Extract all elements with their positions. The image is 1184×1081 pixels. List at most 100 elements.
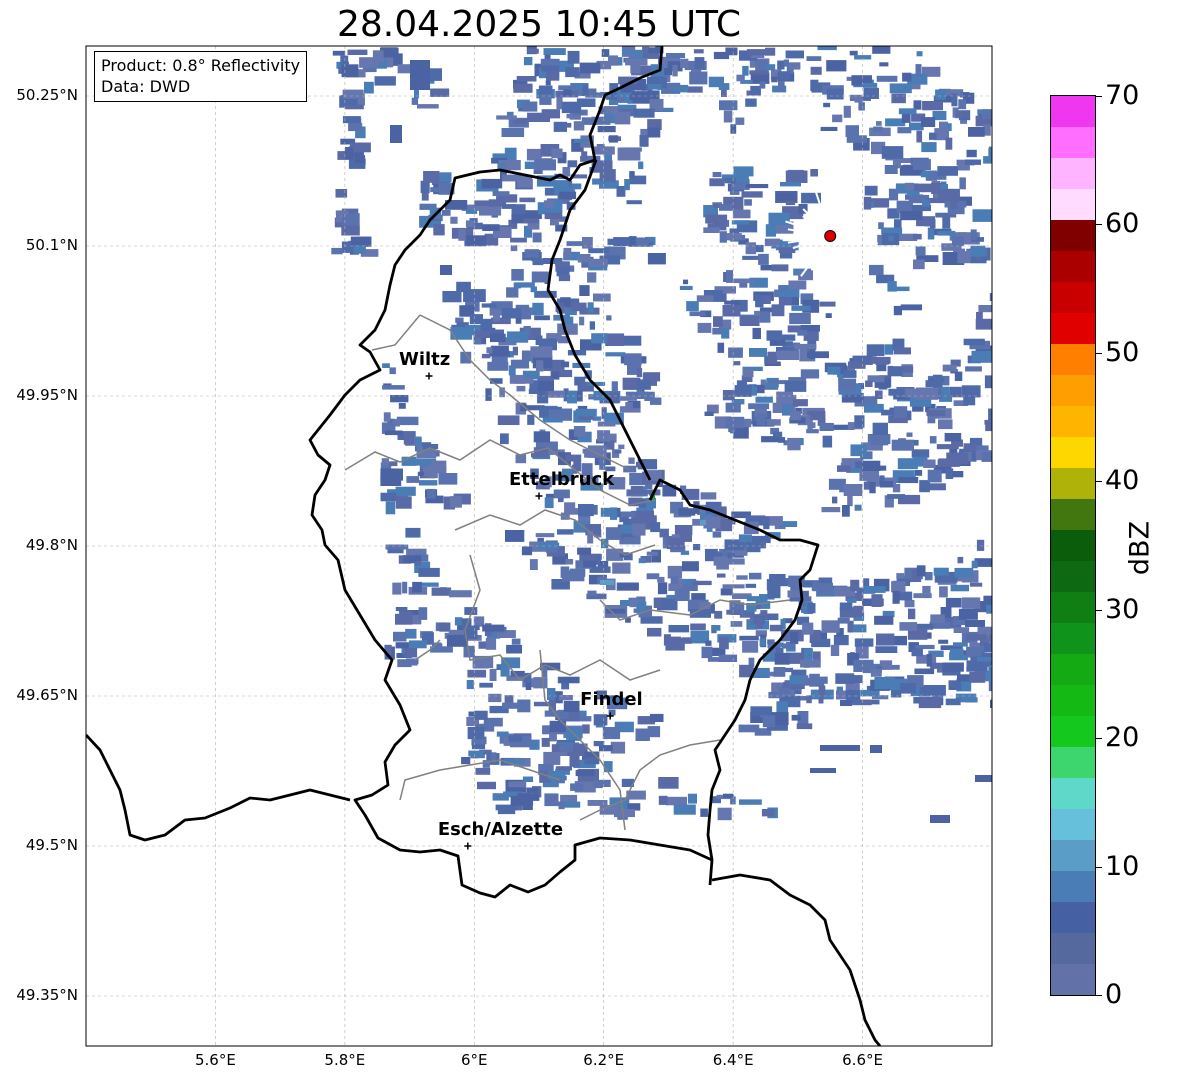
radar-echo xyxy=(860,689,880,697)
radar-echo xyxy=(561,101,582,114)
radar-echo xyxy=(438,182,454,195)
radar-echo xyxy=(587,590,597,597)
radar-echo xyxy=(846,468,862,473)
radar-echo xyxy=(765,224,776,237)
radar-echo xyxy=(533,169,543,174)
radar-echo xyxy=(944,433,962,442)
radar-echo xyxy=(508,365,516,376)
radar-echo xyxy=(948,207,965,215)
radar-echo xyxy=(935,89,946,100)
radar-echo xyxy=(807,351,829,359)
radar-echo xyxy=(915,246,926,256)
colorbar-segment xyxy=(1051,436,1095,468)
radar-echo xyxy=(775,241,799,251)
radar-echo xyxy=(687,86,703,93)
radar-echo xyxy=(773,667,786,677)
radar-echo xyxy=(770,427,780,435)
radar-echo xyxy=(785,652,806,664)
radar-echo xyxy=(597,430,611,442)
radar-echo xyxy=(332,50,346,56)
radar-echo xyxy=(387,418,395,423)
radar-echo xyxy=(599,255,621,265)
canton-border xyxy=(344,439,656,506)
radar-echo xyxy=(547,664,560,669)
radar-spoke xyxy=(829,235,855,269)
radar-echo xyxy=(455,317,464,323)
radar-echo xyxy=(626,790,646,800)
radar-echo xyxy=(627,803,641,811)
radar-echo xyxy=(636,601,647,614)
radar-echo xyxy=(524,225,533,238)
radar-echo xyxy=(533,447,549,457)
radar-echo xyxy=(897,458,918,470)
colorbar-segment xyxy=(1051,157,1095,189)
colorbar-segment xyxy=(1051,219,1095,251)
radar-echo xyxy=(474,335,482,345)
radar-echo xyxy=(755,618,763,629)
radar-echo xyxy=(789,675,809,685)
radar-echo xyxy=(508,735,523,742)
colorbar-segment xyxy=(1051,839,1095,871)
radar-echo xyxy=(705,640,712,646)
radar-echo xyxy=(647,83,662,90)
radar-echo xyxy=(798,204,808,214)
radar-echo xyxy=(574,376,586,386)
radar-echo xyxy=(603,440,615,450)
colorbar-segment xyxy=(1051,281,1095,313)
radar-echo xyxy=(941,243,962,251)
radar-echo xyxy=(390,395,409,403)
radar-echo xyxy=(341,241,357,253)
radar-echo xyxy=(893,347,911,355)
radar-echo xyxy=(940,184,948,193)
radar-echo xyxy=(887,494,906,499)
radar-echo xyxy=(582,237,593,249)
radar-echo xyxy=(521,546,533,556)
radar-echo xyxy=(707,657,729,662)
radar-echo xyxy=(810,79,819,91)
radar-echo xyxy=(683,279,689,285)
radar-echo xyxy=(992,655,1013,667)
lon-tick-label: 5.8°E xyxy=(324,1051,366,1069)
radar-echo xyxy=(984,375,992,389)
radar-echo xyxy=(636,461,642,468)
radar-echo xyxy=(915,387,939,400)
radar-echo xyxy=(604,151,612,162)
radar-echo xyxy=(927,469,942,483)
radar-echo xyxy=(342,116,361,124)
radar-echo xyxy=(414,554,429,562)
radar-echo xyxy=(739,315,760,326)
radar-echo xyxy=(496,196,507,207)
radar-echo xyxy=(866,198,890,208)
radar-echo xyxy=(845,689,861,703)
radar-echo xyxy=(764,64,776,71)
radar-echo xyxy=(911,204,931,212)
radar-echo xyxy=(938,419,953,430)
radar-echo xyxy=(567,160,578,168)
radar-echo xyxy=(724,300,740,305)
radar-echo xyxy=(674,590,690,601)
radar-echo xyxy=(994,342,1000,347)
radar-echo xyxy=(884,165,898,174)
radar-echo xyxy=(547,770,566,781)
colorbar-label: dBZ xyxy=(1124,520,1156,576)
radar-echo xyxy=(797,711,809,724)
radar-echo xyxy=(879,62,889,67)
radar-echo xyxy=(823,102,831,108)
radar-echo xyxy=(679,531,692,542)
radar-echo xyxy=(725,416,745,429)
radar-echo xyxy=(879,475,885,485)
radar-echo xyxy=(759,307,777,313)
radar-echo xyxy=(954,567,974,578)
radar-echo xyxy=(344,105,364,110)
radar-echo xyxy=(640,556,651,563)
radar-echo xyxy=(778,437,786,443)
radar-echo xyxy=(349,142,371,153)
radar-echo xyxy=(798,696,808,701)
radar-echo xyxy=(742,418,752,428)
radar-echo xyxy=(621,82,638,91)
radar-echo xyxy=(985,420,992,432)
radar-echo xyxy=(609,83,619,95)
radar-echo xyxy=(876,274,895,284)
radar-echo xyxy=(439,622,451,632)
radar-echo xyxy=(810,629,821,641)
